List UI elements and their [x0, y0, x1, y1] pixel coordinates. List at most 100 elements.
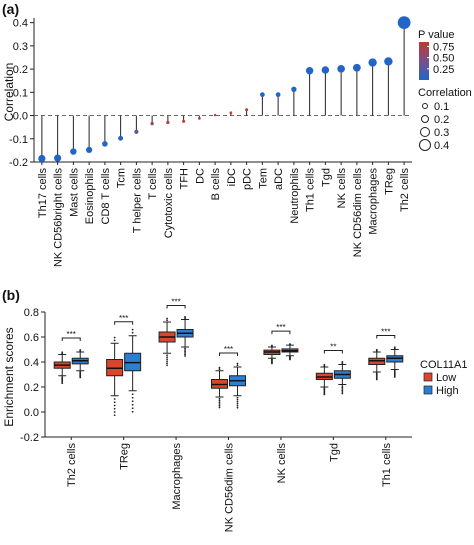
lollipop-dot: [102, 141, 108, 147]
outlier-point: [393, 346, 396, 349]
outlier-point: [375, 373, 378, 376]
outlier-point: [289, 343, 291, 345]
significance-bracket: [219, 352, 238, 356]
panel-a-xtick-label: CD8 T cells: [100, 168, 112, 225]
lollipop-dot: [118, 135, 124, 141]
outlier-point: [323, 389, 326, 392]
size-legend-circle: [419, 139, 431, 151]
outlier-point: [79, 376, 82, 379]
box-low: [211, 366, 228, 409]
outlier-point: [341, 389, 344, 392]
box-low: [158, 317, 176, 367]
outlier-point: [218, 406, 221, 409]
panel-a-xtick-label: Cytotoxic cells: [163, 168, 175, 239]
significance-label: ***: [224, 345, 233, 354]
panel-b-ytick-label: 0.4: [24, 357, 39, 369]
significance-bracket: [114, 321, 134, 325]
panel-a-xtick-label: Macrophages: [368, 168, 380, 235]
outlier-point: [323, 388, 326, 391]
lollipop-dot: [245, 108, 249, 112]
size-legend-circle: [420, 127, 430, 137]
panel-b-xtick-label: NK CD56dim cells: [224, 443, 236, 533]
lollipop-dot: [321, 66, 330, 74]
outlier-point: [166, 362, 168, 365]
panel-a-xtick-label: Th17 cells: [37, 168, 49, 219]
outlier-point: [61, 378, 64, 381]
panel-b-ylabel: Enrichment scores: [2, 327, 16, 426]
outlier-point: [393, 376, 396, 378]
panel-a-xtick-label: T cells: [147, 168, 159, 200]
panel-a-ylabel: Correlation: [2, 63, 16, 122]
panel-a-xtick-label: Mast cells: [68, 168, 80, 217]
pvalue-tick-label: 0.25: [433, 64, 454, 76]
outlier-point: [375, 372, 378, 375]
panel-a-xtick-label: TReg: [383, 168, 395, 195]
panel-a-ytick-label: -0.2: [9, 157, 28, 169]
panel-a-ytick-label: 0.3: [13, 41, 28, 53]
outlier-point: [113, 398, 116, 400]
outlier-point: [341, 391, 344, 393]
panel-b-xtick-label: NK cells: [276, 443, 288, 484]
significance-label: ***: [276, 323, 285, 332]
lollipop-dot: [337, 65, 345, 73]
significance-bracket: [376, 335, 396, 339]
size-legend-circle: [422, 103, 428, 109]
outlier-point: [393, 374, 396, 377]
panel-a-label: (a): [2, 1, 19, 17]
outlier-point: [131, 328, 134, 331]
panel-a-xtick-label: NK CD56dim cells: [352, 168, 364, 258]
outlier-point: [393, 371, 396, 373]
outlier-point: [218, 366, 221, 369]
lollipop-dot: [305, 67, 314, 75]
box-high: [333, 360, 351, 395]
panel-a-xtick-label: B cells: [210, 168, 222, 201]
outlier-point: [113, 404, 116, 407]
outlier-point: [184, 350, 186, 353]
outlier-point: [113, 414, 116, 417]
significance-label: ***: [171, 298, 180, 307]
box-low: [315, 363, 333, 396]
significance-label: ***: [119, 314, 128, 323]
outlier-point: [131, 400, 134, 403]
outlier-point: [131, 396, 134, 399]
box-high: [71, 349, 89, 379]
outlier-point: [131, 403, 134, 406]
lollipop-dot: [384, 57, 393, 66]
panel-b-xtick-label: Th1 cells: [381, 443, 393, 488]
lollipop-dot: [397, 16, 411, 30]
outlier-point: [341, 386, 344, 389]
pvalue-legend-ticks: 0.750.500.25: [427, 41, 454, 76]
panel-a-xtick-label: Tcm: [116, 168, 128, 188]
lollipop-dot: [368, 58, 377, 67]
outlier-point: [166, 358, 168, 361]
panel-a-ytick-label: 0.1: [13, 87, 28, 99]
outlier-point: [375, 377, 378, 380]
outlier-point: [236, 404, 239, 407]
outlier-point: [236, 362, 239, 365]
size-legend: Correlation 0.10.20.30.4: [418, 87, 472, 152]
outlier-point: [218, 368, 221, 371]
outlier-point: [166, 360, 168, 363]
panel-a-xtick-label: Th2 cells: [399, 168, 411, 213]
panel-b-xtick-label: Th2 cells: [66, 443, 78, 488]
outlier-point: [218, 401, 221, 404]
outlier-point: [184, 352, 186, 354]
pvalue-legend: P value 0.750.500.25: [418, 29, 455, 80]
outlier-point: [61, 379, 64, 382]
panel-b-xtick-label: Tgd: [328, 443, 340, 462]
outlier-point: [131, 407, 134, 410]
outlier-point: [341, 385, 344, 387]
outlier-point: [113, 339, 116, 342]
outlier-point: [393, 373, 396, 376]
panel-a-xtick-label: NK CD56bright cells: [53, 168, 65, 268]
panel-a-xtick-label: Neutrophils: [289, 168, 301, 224]
box-low: [368, 348, 386, 381]
panel-a-xtick-label: Eosinophils: [84, 168, 96, 225]
size-legend-label: 0.1: [434, 101, 449, 113]
legend-label-high: High: [436, 385, 459, 397]
outlier-point: [218, 404, 221, 407]
outlier-point: [184, 355, 186, 357]
size-legend-label: 0.2: [434, 114, 449, 126]
panel-a-xtick-label: NK cells: [336, 168, 348, 209]
